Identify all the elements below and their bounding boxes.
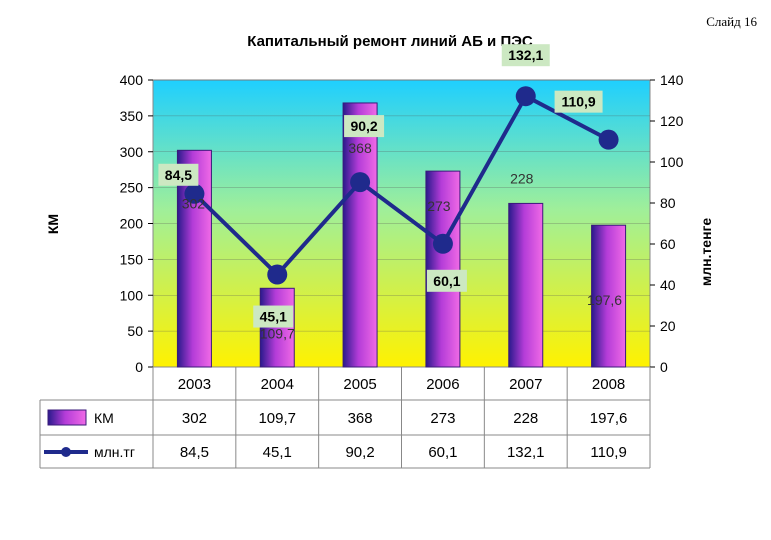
right-axis-title: млн.тенге [698, 218, 714, 287]
bar-value-label: 109,7 [260, 325, 295, 341]
line-value-label: 90,2 [350, 118, 377, 134]
bar-2004 [259, 287, 295, 368]
bar-2005 [342, 102, 378, 368]
table-cell-km: 228 [513, 410, 538, 427]
line-series [193, 94, 610, 277]
bar-value-label: 368 [348, 140, 372, 156]
x-tick-label: 2005 [343, 376, 376, 393]
table-cell-mln: 45,1 [263, 444, 292, 461]
table-cell-mln: 84,5 [180, 444, 209, 461]
line-label-box [426, 269, 467, 292]
bar-value-label: 197,6 [587, 292, 622, 308]
table-cell-km: 197,6 [590, 410, 628, 427]
right-tick-label: 60 [660, 236, 676, 252]
line-label-box [253, 305, 294, 328]
line-point-2008 [598, 129, 619, 150]
table-cell-km: 273 [430, 410, 455, 427]
left-tick-label: 50 [127, 323, 143, 339]
x-tick-label: 2003 [178, 376, 211, 393]
left-axis-title: КМ [45, 214, 61, 234]
line-point-2003 [184, 183, 205, 204]
right-tick-label: 80 [660, 195, 676, 211]
x-tick-label: 2008 [592, 376, 625, 393]
table-cell-mln: 90,2 [345, 444, 374, 461]
table-cell-km: 368 [348, 410, 373, 427]
left-tick-label: 400 [120, 72, 144, 88]
right-tick-label: 140 [660, 72, 684, 88]
bar-value-label: 302 [182, 195, 206, 211]
table-cell-mln: 132,1 [507, 444, 545, 461]
table-cell-km: 302 [182, 410, 207, 427]
left-tick-label: 350 [120, 108, 144, 124]
left-tick-label: 200 [120, 216, 144, 232]
line-point-2006 [432, 233, 453, 254]
line-point-2004 [267, 264, 288, 285]
left-tick-label: 250 [120, 180, 144, 196]
left-tick-label: 0 [135, 359, 143, 375]
bar-value-label: 273 [427, 198, 451, 214]
right-tick-label: 100 [660, 154, 684, 170]
bar-value-label: 228 [510, 170, 534, 186]
line-value-label: 60,1 [433, 273, 460, 289]
bar-2007 [508, 202, 544, 368]
x-tick-label: 2006 [426, 376, 459, 393]
left-tick-label: 100 [120, 287, 144, 303]
line-value-label: 110,9 [561, 94, 595, 110]
bar-2006 [425, 170, 461, 368]
right-tick-label: 40 [660, 277, 676, 293]
line-value-label: 132,1 [508, 47, 543, 63]
table-cell-mln: 60,1 [428, 444, 457, 461]
line-value-label: 84,5 [165, 167, 192, 183]
legend-label-mln: млн.тг [94, 444, 135, 460]
legend-key-marker [61, 447, 71, 457]
table-cell-mln: 110,9 [590, 444, 626, 461]
line-value-label: 45,1 [260, 309, 287, 325]
left-tick-label: 150 [120, 251, 144, 267]
right-tick-label: 120 [660, 113, 684, 129]
line-point-2007 [515, 86, 536, 107]
x-tick-label: 2004 [261, 376, 294, 393]
line-label-box [158, 163, 199, 186]
line-label-box [554, 90, 603, 113]
table-cell-km: 109,7 [258, 410, 296, 427]
line-label-box [501, 44, 550, 67]
left-tick-label: 300 [120, 144, 144, 160]
right-tick-label: 0 [660, 359, 668, 375]
legend-label-km: КМ [94, 410, 114, 426]
bar-2008 [591, 224, 627, 368]
line-label-box [344, 115, 385, 138]
slide-number: Слайд 16 [706, 14, 757, 29]
right-tick-label: 20 [660, 318, 676, 334]
line-point-2005 [350, 172, 371, 193]
x-tick-label: 2007 [509, 376, 542, 393]
chart-title: Капитальный ремонт линий АБ и ПЭС [247, 33, 533, 50]
legend-key-km [47, 409, 87, 426]
